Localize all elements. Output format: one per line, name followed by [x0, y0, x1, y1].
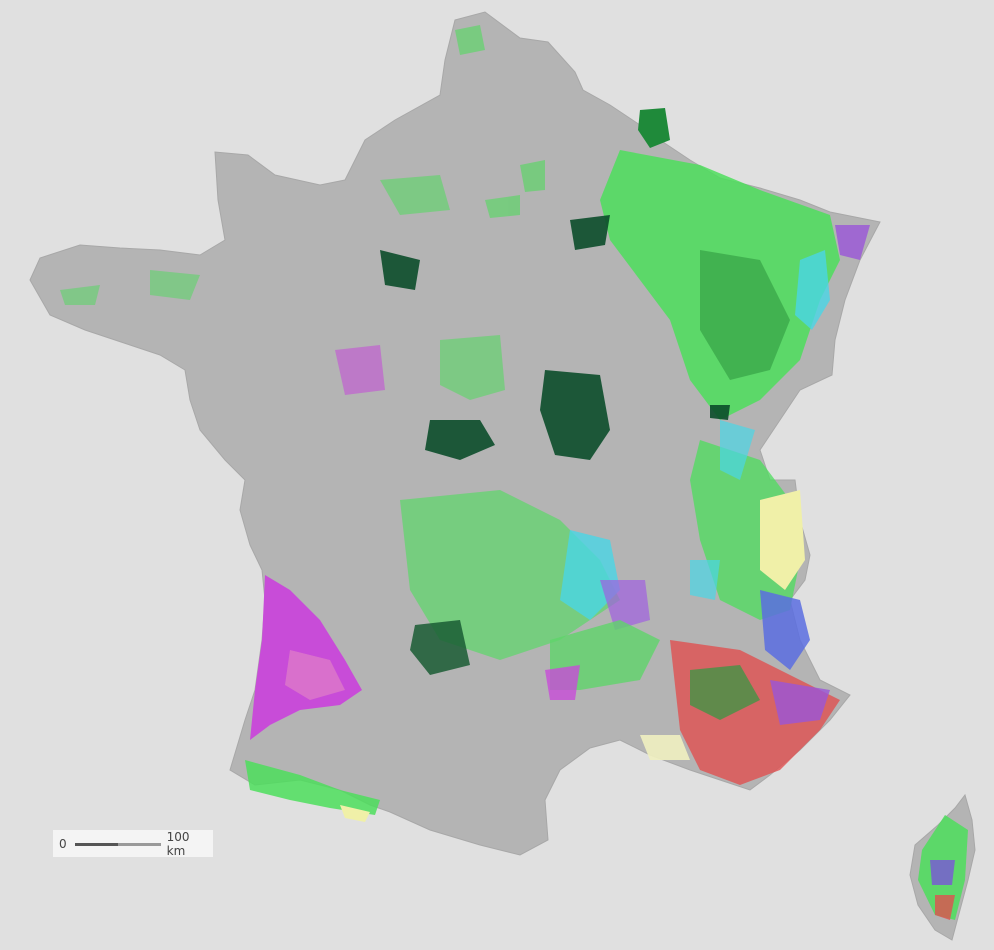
forest-landes-pink — [285, 650, 345, 700]
forest-provence-green — [690, 665, 760, 720]
forest-corsica-violet — [930, 860, 955, 885]
forest-alps-blue — [760, 590, 810, 670]
forest-alps-cyan — [690, 420, 755, 600]
scale-start-label: 0 — [59, 836, 67, 851]
forest-center-green — [380, 175, 505, 400]
scale-segment-light — [117, 842, 161, 846]
forest-center-dark — [380, 215, 730, 460]
forest-massif-cyan — [560, 530, 620, 620]
forest-cevennes-violet — [545, 665, 580, 700]
forest-alps-yellow — [760, 490, 805, 590]
scale-segment-dark — [74, 842, 118, 846]
forest-limousin-dark — [410, 620, 470, 675]
forest-corsica-red — [935, 895, 955, 920]
forest-alsace-violet — [835, 225, 870, 260]
forest-massif-violet — [600, 580, 650, 630]
forest-north — [455, 25, 545, 218]
forest-brittany — [60, 270, 200, 305]
forest-ardennes — [638, 108, 670, 148]
forest-vosges-cyan — [795, 250, 830, 330]
scale-end-label: 100 km — [166, 829, 190, 858]
forest-pyrenees-yellow — [340, 805, 370, 822]
scale-bar: 0 100 km — [53, 829, 213, 858]
forest-provence-violet — [770, 680, 830, 725]
forest-pyrenees — [245, 760, 380, 815]
forest-provence-pale — [640, 735, 690, 760]
forest-northeast-dark — [700, 250, 790, 380]
forest-massif-central — [400, 490, 620, 660]
forest-vendee-violet — [335, 345, 385, 395]
scale-line — [74, 842, 161, 846]
